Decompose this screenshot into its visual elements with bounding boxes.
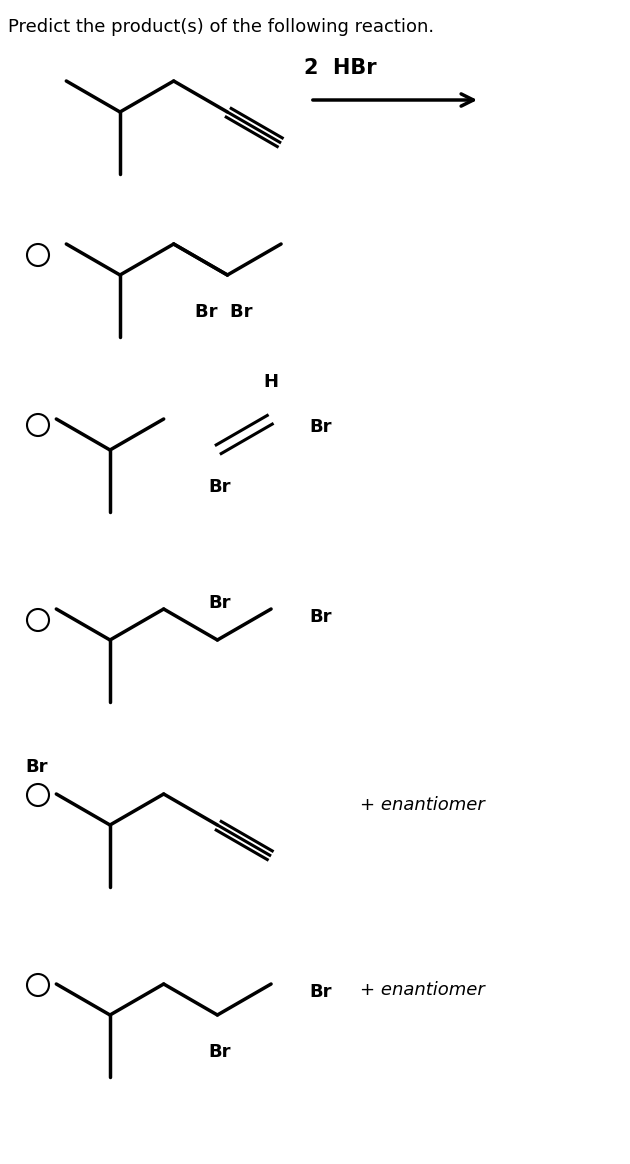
Text: Br: Br [208, 594, 231, 612]
Text: + enantiomer: + enantiomer [360, 796, 484, 814]
Text: H: H [263, 372, 278, 391]
Text: 2  HBr: 2 HBr [304, 58, 376, 78]
Text: Br: Br [309, 608, 331, 626]
Text: Br: Br [309, 984, 331, 1001]
Text: Br: Br [309, 418, 331, 436]
Text: Br: Br [208, 1043, 231, 1062]
Text: Br: Br [26, 758, 49, 776]
Text: Predict the product(s) of the following reaction.: Predict the product(s) of the following … [8, 17, 434, 36]
Text: Br: Br [208, 478, 231, 496]
Text: Br  Br: Br Br [195, 303, 252, 321]
Text: + enantiomer: + enantiomer [360, 981, 484, 999]
